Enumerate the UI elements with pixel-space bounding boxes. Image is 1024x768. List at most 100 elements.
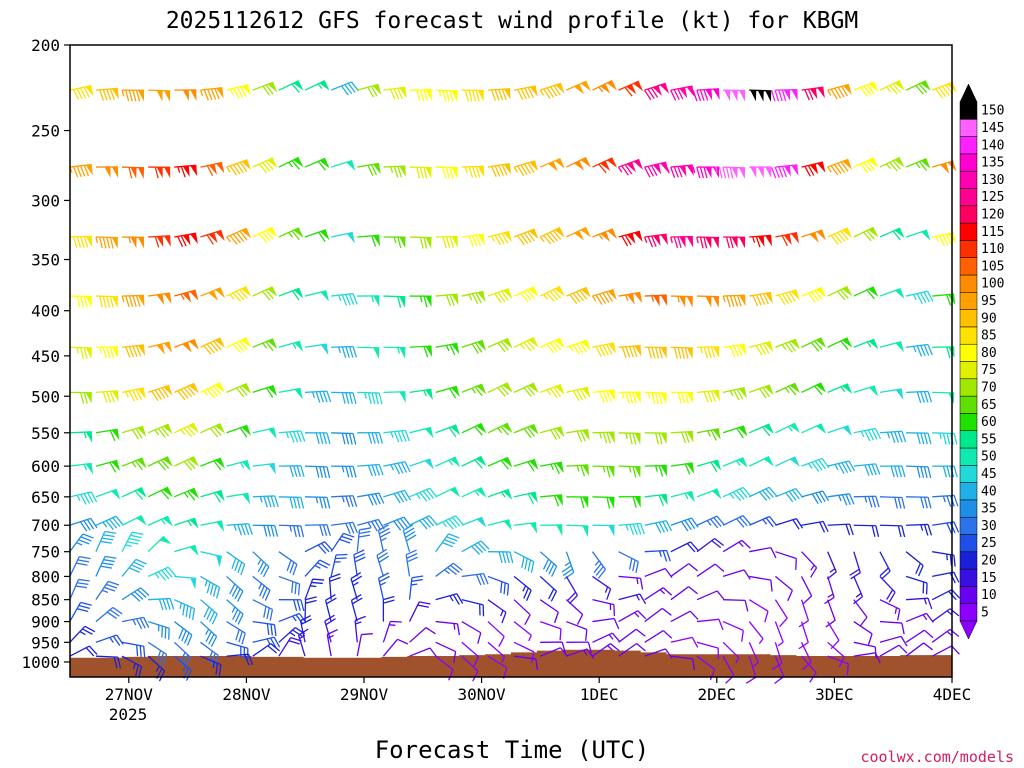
barb-flag: [502, 551, 507, 564]
barb-flag: [348, 466, 354, 478]
barb-flag: [468, 235, 474, 247]
barb-flag: [665, 520, 673, 532]
barb-flag: [658, 347, 663, 359]
barb-flag: [864, 430, 871, 442]
barb-shaft: [435, 593, 458, 601]
barb-flag: [236, 232, 245, 242]
barb-flag: [951, 645, 960, 655]
wind-barb: [592, 79, 618, 94]
barb-half-flag: [101, 589, 109, 594]
colorbar-swatch: [959, 516, 978, 535]
barb-flag: [181, 630, 187, 642]
barb-pennant: [293, 157, 304, 168]
barb-shaft: [644, 567, 666, 578]
colorbar-label: 90: [981, 311, 997, 326]
wind-barb: [435, 293, 459, 307]
barb-flag: [326, 597, 337, 605]
barb-flag: [259, 585, 265, 597]
barb-pennant: [529, 459, 539, 470]
wind-barb: [409, 647, 438, 658]
barb-flag: [367, 164, 374, 176]
barb-shaft: [592, 632, 613, 643]
barb-flag: [520, 88, 527, 100]
barb-shaft: [644, 607, 663, 623]
barb-pennant: [739, 344, 747, 356]
barb-shaft: [513, 641, 535, 653]
barb-shaft: [435, 486, 456, 498]
barb-flag: [501, 290, 509, 301]
y-tick-label: 950: [31, 633, 60, 652]
barb-flag: [100, 540, 112, 544]
barb-pennant: [529, 522, 538, 534]
barb-flag: [292, 629, 303, 637]
wind-barb: [461, 165, 485, 178]
barb-flag: [90, 518, 98, 529]
barb-pennant: [582, 429, 590, 441]
wind-barb: [540, 641, 566, 654]
wind-barb: [278, 227, 304, 241]
barb-flag: [762, 426, 771, 437]
barb-half-flag: [155, 665, 160, 672]
barb-shaft: [357, 492, 380, 498]
barb-flag: [400, 491, 408, 502]
wind-barb: [592, 575, 612, 600]
barb-flag: [131, 564, 143, 571]
barb-flag: [404, 430, 411, 442]
barb-flag: [564, 571, 575, 580]
wind-barb: [932, 521, 960, 534]
barb-shaft: [931, 589, 953, 601]
wind-barb: [69, 84, 94, 100]
barb-flag: [953, 521, 960, 533]
barb-flag: [859, 616, 868, 627]
barb-flag: [726, 295, 731, 307]
barb-shaft: [931, 628, 951, 643]
barb-flag: [128, 390, 135, 402]
barb-flag: [447, 567, 457, 576]
barb-flag: [546, 343, 555, 354]
barb-pennant: [425, 89, 432, 101]
barb-half-flag: [946, 554, 948, 561]
wind-barb: [353, 549, 366, 577]
barb-flag: [624, 164, 633, 175]
barb-flag: [494, 234, 502, 246]
barb-pennant: [85, 463, 94, 475]
wind-barb: [722, 425, 748, 439]
barb-pennant: [425, 296, 432, 308]
wind-barb: [435, 424, 461, 438]
wind-barb: [644, 630, 673, 643]
barb-flag: [585, 629, 588, 641]
wind-barb: [539, 647, 569, 658]
barb-shaft: [226, 459, 249, 467]
barb-flag: [449, 90, 454, 102]
barb-flag: [500, 459, 509, 470]
barb-flag: [897, 609, 901, 621]
barb-flag: [72, 89, 80, 100]
barb-pennant: [189, 545, 199, 556]
barb-flag: [348, 346, 354, 358]
barb-pennant: [783, 165, 791, 177]
barb-flag: [449, 388, 457, 399]
wind-barb: [644, 346, 667, 359]
barb-shaft: [326, 634, 332, 657]
barb-flag: [494, 293, 502, 304]
barb-shaft: [827, 493, 850, 498]
barb-pennant: [241, 383, 252, 394]
y-tick-label: 850: [31, 591, 60, 610]
wind-barb: [200, 489, 225, 503]
barb-pennant: [294, 388, 303, 400]
barb-flag: [673, 166, 679, 178]
colorbar-swatch: [959, 119, 978, 137]
barb-shaft: [226, 653, 249, 657]
barb-half-flag: [102, 521, 108, 528]
barb-shaft: [353, 554, 358, 577]
barb-flag: [367, 392, 372, 404]
barb-flag: [898, 644, 908, 654]
barb-flag: [274, 525, 279, 537]
wind-barb: [382, 595, 395, 622]
barb-pennant: [268, 428, 277, 439]
year-label: 2025: [109, 705, 148, 724]
wind-barb: [801, 457, 830, 472]
y-tick-label: 1000: [21, 653, 60, 672]
barb-flag: [953, 571, 960, 583]
barb-flag: [818, 491, 826, 503]
